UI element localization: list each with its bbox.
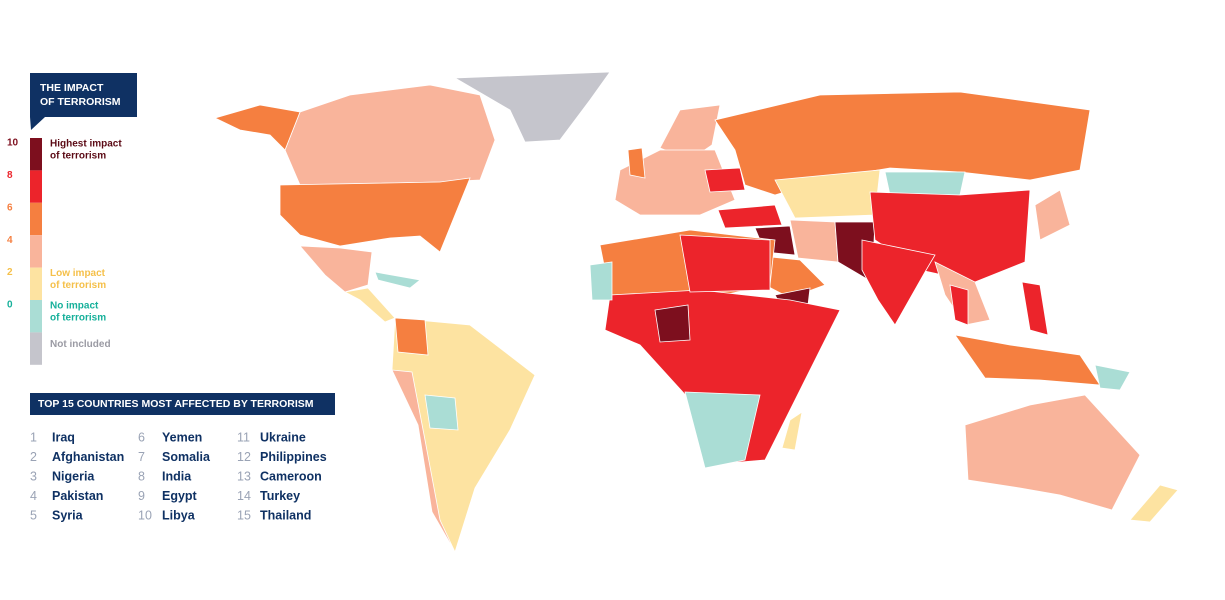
nigeria xyxy=(654,304,691,343)
rank: 14 xyxy=(237,489,251,503)
legend-band-label: of terrorism xyxy=(50,313,106,324)
rank: 3 xyxy=(30,469,37,483)
legend-band-label: of terrorism xyxy=(50,280,106,291)
rank: 2 xyxy=(30,450,37,464)
country: Yemen xyxy=(162,430,202,444)
rank: 8 xyxy=(138,469,145,483)
rank: 13 xyxy=(237,469,251,483)
europe xyxy=(614,149,736,216)
philippines xyxy=(1021,281,1049,336)
legend-band-label: of terrorism xyxy=(50,151,106,162)
country: Syria xyxy=(52,508,84,522)
rank: 7 xyxy=(138,450,145,464)
legend-band xyxy=(30,235,42,268)
canada xyxy=(284,84,496,186)
turkey xyxy=(717,204,783,229)
legend-scale-label: 6 xyxy=(7,202,13,213)
country: Libya xyxy=(162,508,196,522)
legend-title-box xyxy=(30,73,137,130)
caribbean xyxy=(374,271,421,289)
legend: THE IMPACT OF TERRORISM Highest impactof… xyxy=(7,73,137,365)
top15: TOP 15 COUNTRIES MOST AFFECTED BY TERROR… xyxy=(30,393,335,522)
rank: 6 xyxy=(138,430,145,444)
rank: 15 xyxy=(237,508,251,522)
legend-title-line: OF TERRORISM xyxy=(40,96,121,108)
country: Afghanistan xyxy=(52,450,124,464)
thailand xyxy=(949,284,969,326)
bolivia xyxy=(424,394,459,431)
legend-title-line: THE IMPACT xyxy=(40,82,104,94)
legend-scale-label: 4 xyxy=(7,235,13,246)
country: Pakistan xyxy=(52,489,103,503)
rank: 9 xyxy=(138,489,145,503)
new-zealand xyxy=(1129,484,1179,523)
mexico xyxy=(299,245,373,293)
india xyxy=(861,239,936,326)
usa xyxy=(279,177,471,253)
rank: 1 xyxy=(30,430,37,444)
top15-title: TOP 15 COUNTRIES MOST AFFECTED BY TERROR… xyxy=(38,398,314,410)
indonesia xyxy=(954,334,1101,386)
legend-band-label: No impact xyxy=(50,301,99,312)
iran xyxy=(789,219,839,263)
top15-title-box xyxy=(30,393,335,415)
legend-scale-label: 2 xyxy=(7,267,13,278)
country: Thailand xyxy=(260,508,311,522)
rank: 11 xyxy=(237,430,250,444)
country: Turkey xyxy=(260,489,300,503)
rank: 12 xyxy=(237,450,251,464)
mongolia xyxy=(884,171,966,196)
country: India xyxy=(162,469,192,483)
legend-band-label: Low impact xyxy=(50,268,106,279)
madagascar xyxy=(781,411,803,451)
legend-band xyxy=(30,138,42,171)
png xyxy=(1094,364,1131,391)
legend-band xyxy=(30,332,42,365)
uk xyxy=(627,147,646,179)
legend-scale-label: 8 xyxy=(7,170,13,181)
country: Cameroon xyxy=(260,469,322,483)
ukraine xyxy=(704,167,746,193)
country: Egypt xyxy=(162,489,198,503)
legend-band xyxy=(30,202,42,236)
world-map xyxy=(213,71,1179,553)
west-sahara xyxy=(589,261,613,301)
central-america xyxy=(343,287,396,323)
colombia xyxy=(394,317,429,356)
australia xyxy=(964,394,1141,511)
legend-band xyxy=(30,170,42,203)
andes xyxy=(391,369,456,553)
alaska xyxy=(213,104,301,151)
country: Iraq xyxy=(52,430,75,444)
legend-scale-label: 0 xyxy=(7,300,13,311)
country: Philippines xyxy=(260,450,327,464)
legend-band xyxy=(30,300,42,333)
rank: 4 xyxy=(30,489,37,503)
libya-egypt xyxy=(679,234,771,293)
greenland xyxy=(453,71,611,143)
rank: 5 xyxy=(30,508,37,522)
legend-band xyxy=(30,267,42,300)
japan-korea xyxy=(1034,189,1071,241)
legend-scale-label: 10 xyxy=(7,138,19,149)
legend-band-label: Not included xyxy=(50,339,111,350)
country: Nigeria xyxy=(52,469,95,483)
country: Ukraine xyxy=(260,430,306,444)
rank: 10 xyxy=(138,508,152,522)
southern-africa xyxy=(684,391,761,469)
legend-band-label: Highest impact xyxy=(50,139,122,150)
country: Somalia xyxy=(162,450,211,464)
